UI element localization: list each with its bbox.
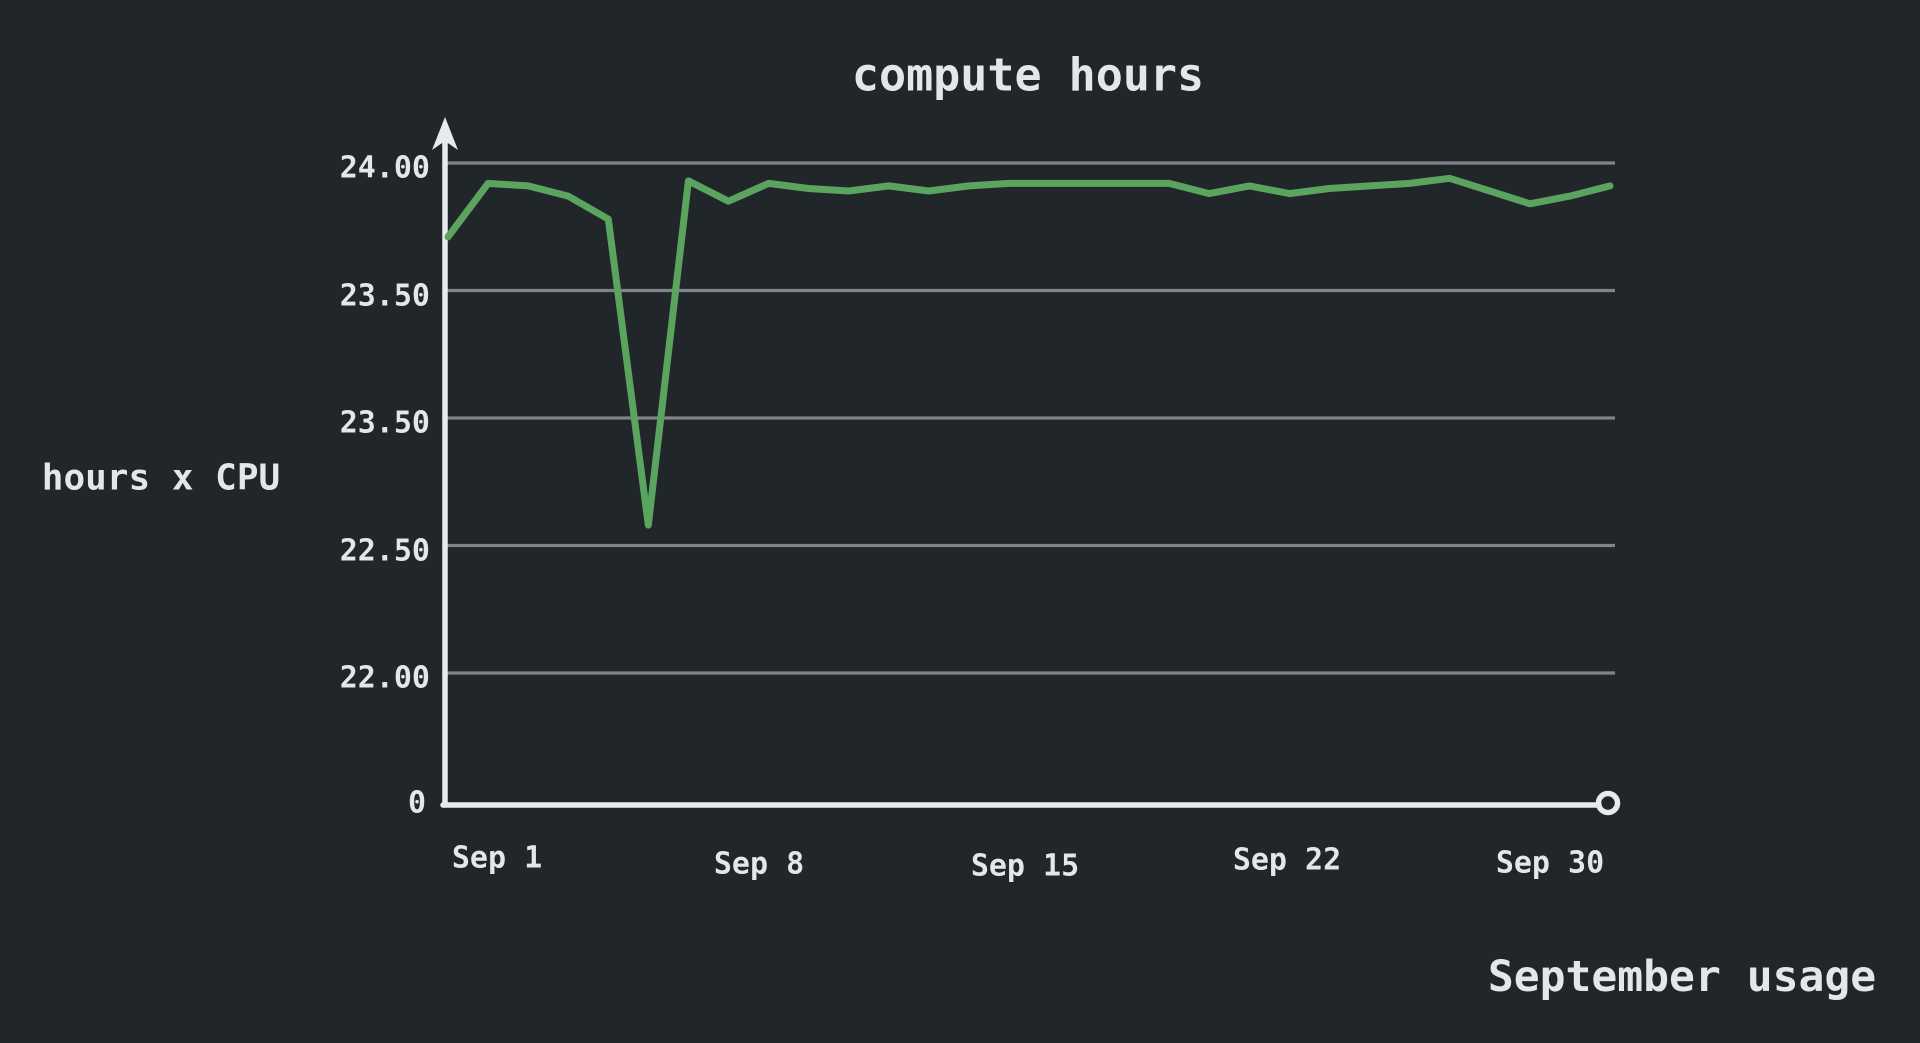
x-tick-label: Sep 15 xyxy=(970,848,1080,884)
chart-caption: September usage xyxy=(1487,952,1877,1002)
chart-title: compute hours xyxy=(851,48,1205,102)
y-tick-label: 22.50 xyxy=(339,533,430,568)
y-tick-label: 0 xyxy=(407,785,426,821)
y-tick-label: 22.00 xyxy=(339,660,430,696)
x-tick-label: Sep 8 xyxy=(713,846,805,882)
y-axis-arrow-icon xyxy=(432,117,458,150)
x-tick-label: Sep 22 xyxy=(1232,842,1342,878)
y-tick-label: 23.50 xyxy=(339,278,430,313)
data-series-line xyxy=(444,174,1614,529)
x-tick-label: Sep 30 xyxy=(1495,845,1605,881)
y-axis-label: hours x CPU xyxy=(41,457,281,499)
y-tick-label: 24.00 xyxy=(339,150,430,186)
y-tick-label: 23.50 xyxy=(339,405,430,441)
x-axis-end-marker xyxy=(1595,790,1621,816)
x-tick-label: Sep 1 xyxy=(451,840,543,876)
